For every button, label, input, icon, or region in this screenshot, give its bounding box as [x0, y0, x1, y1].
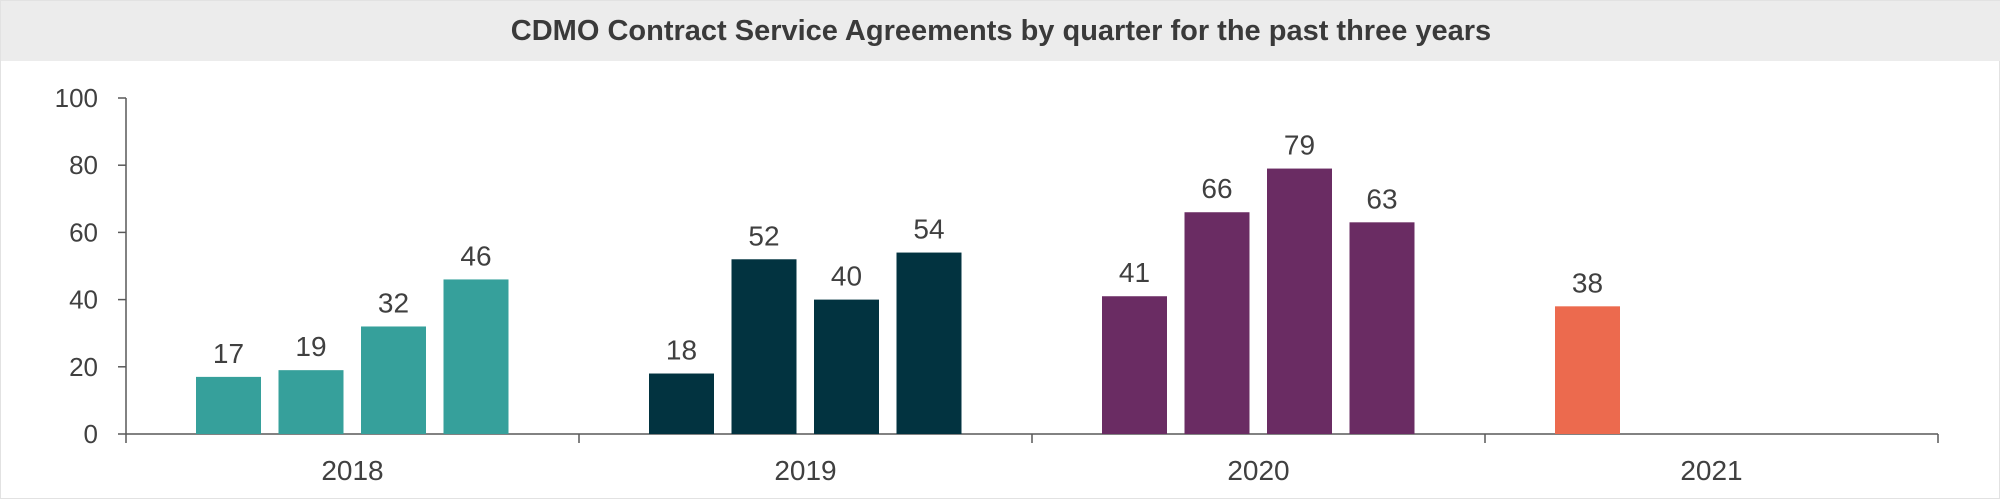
- y-tick-label: 0: [84, 419, 98, 449]
- bar: [1267, 168, 1332, 434]
- data-label: 38: [1572, 267, 1603, 298]
- bar: [649, 373, 714, 434]
- bar: [1184, 212, 1250, 434]
- y-tick-label: 40: [69, 285, 98, 315]
- data-label: 79: [1284, 130, 1315, 161]
- data-label: 18: [666, 335, 697, 366]
- data-label: 46: [460, 240, 491, 271]
- bar: [1555, 306, 1620, 434]
- bar: [731, 259, 797, 434]
- bar: [896, 252, 962, 434]
- bar: [1349, 222, 1415, 434]
- data-label: 41: [1119, 257, 1150, 288]
- x-category-label: 2018: [321, 455, 383, 486]
- bar: [361, 326, 426, 434]
- data-label: 54: [913, 214, 944, 245]
- bar: [278, 370, 344, 434]
- bar: [196, 376, 261, 434]
- x-category-label: 2019: [774, 455, 836, 486]
- y-tick-label: 80: [69, 150, 98, 180]
- data-label: 63: [1366, 183, 1397, 214]
- bar: [814, 299, 879, 434]
- y-tick-label: 60: [69, 217, 98, 247]
- data-label: 66: [1201, 173, 1232, 204]
- data-label: 17: [213, 338, 244, 369]
- y-tick-label: 100: [55, 83, 98, 113]
- x-category-label: 2021: [1680, 455, 1742, 486]
- bar: [443, 279, 509, 434]
- data-label: 52: [748, 220, 779, 251]
- title-bar: CDMO Contract Service Agreements by quar…: [1, 1, 2000, 61]
- x-category-label: 2020: [1227, 455, 1289, 486]
- chart-title: CDMO Contract Service Agreements by quar…: [510, 14, 1492, 47]
- bar: [1102, 296, 1167, 434]
- y-tick-label: 20: [69, 352, 98, 382]
- data-label: 32: [378, 287, 409, 318]
- bar-chart: 0 20 40 60 80 100 2018 2019 2020 2021 17 19 32 46 18 52…: [55, 83, 1939, 486]
- data-label: 40: [831, 261, 862, 292]
- data-label: 19: [295, 331, 326, 362]
